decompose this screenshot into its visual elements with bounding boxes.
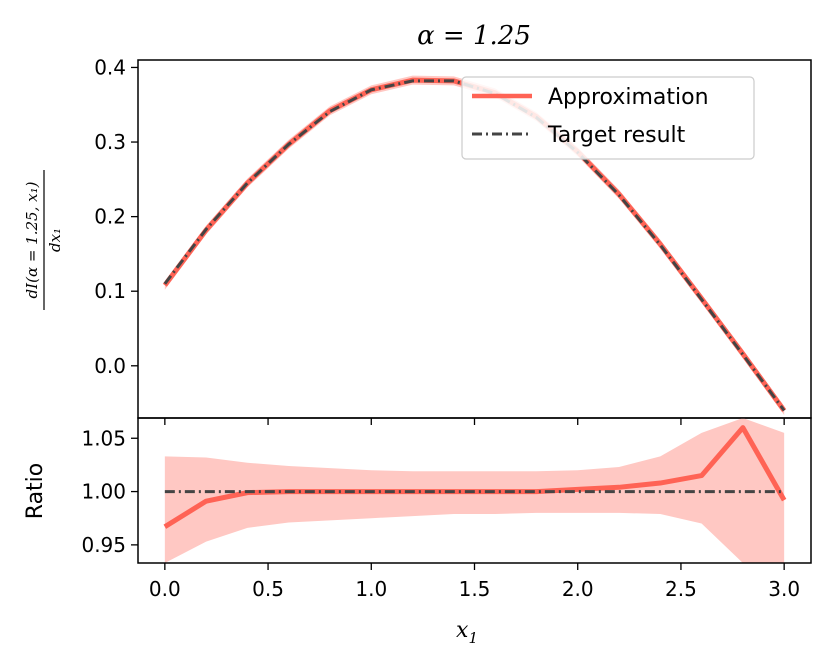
main-ytick-label: 0.0 bbox=[94, 354, 126, 378]
main-ytick-label: 0.4 bbox=[94, 55, 126, 79]
ratio-ytick-label: 1.05 bbox=[81, 426, 126, 450]
legend-box bbox=[461, 76, 755, 160]
main-ylabel-denominator: dx₁ bbox=[46, 228, 64, 252]
x-axis-label: x1 bbox=[456, 618, 478, 647]
xtick-label: 2.5 bbox=[665, 577, 697, 601]
xtick-label: 3.0 bbox=[768, 577, 800, 601]
main-ytick-label: 0.2 bbox=[94, 205, 126, 229]
ratio-ytick-label: 0.95 bbox=[81, 533, 126, 557]
xtick-label: 0.0 bbox=[149, 577, 181, 601]
x-axis-label-main: x bbox=[456, 618, 469, 643]
xtick-label: 1.0 bbox=[355, 577, 387, 601]
ratio-panel: 0.95 1.00 1.05 0.0 0.5 1.0 1.5 2.0 2.5 3.0 bbox=[81, 417, 812, 601]
main-ytick-label: 0.1 bbox=[94, 279, 126, 303]
ratio-plot-area bbox=[163, 418, 787, 563]
main-ylabel: dI(α = 1.25, x₁) dx₁ bbox=[23, 170, 64, 310]
legend: Approximation Target result bbox=[461, 76, 755, 160]
main-ylabel-numerator: dI(α = 1.25, x₁) bbox=[23, 181, 41, 298]
x-axis-label-subscript: 1 bbox=[468, 629, 478, 647]
main-ytick-label: 0.3 bbox=[94, 130, 126, 154]
xtick-label: 2.0 bbox=[562, 577, 594, 601]
xtick-label: 1.5 bbox=[459, 577, 491, 601]
legend-approximation-label: Approximation bbox=[548, 85, 709, 110]
xtick-label: 0.5 bbox=[252, 577, 284, 601]
chart-title: α = 1.25 bbox=[417, 21, 531, 51]
ratio-ytick-label: 1.00 bbox=[81, 480, 126, 504]
ratio-ylabel: Ratio bbox=[23, 463, 48, 519]
legend-target-label: Target result bbox=[547, 123, 686, 148]
